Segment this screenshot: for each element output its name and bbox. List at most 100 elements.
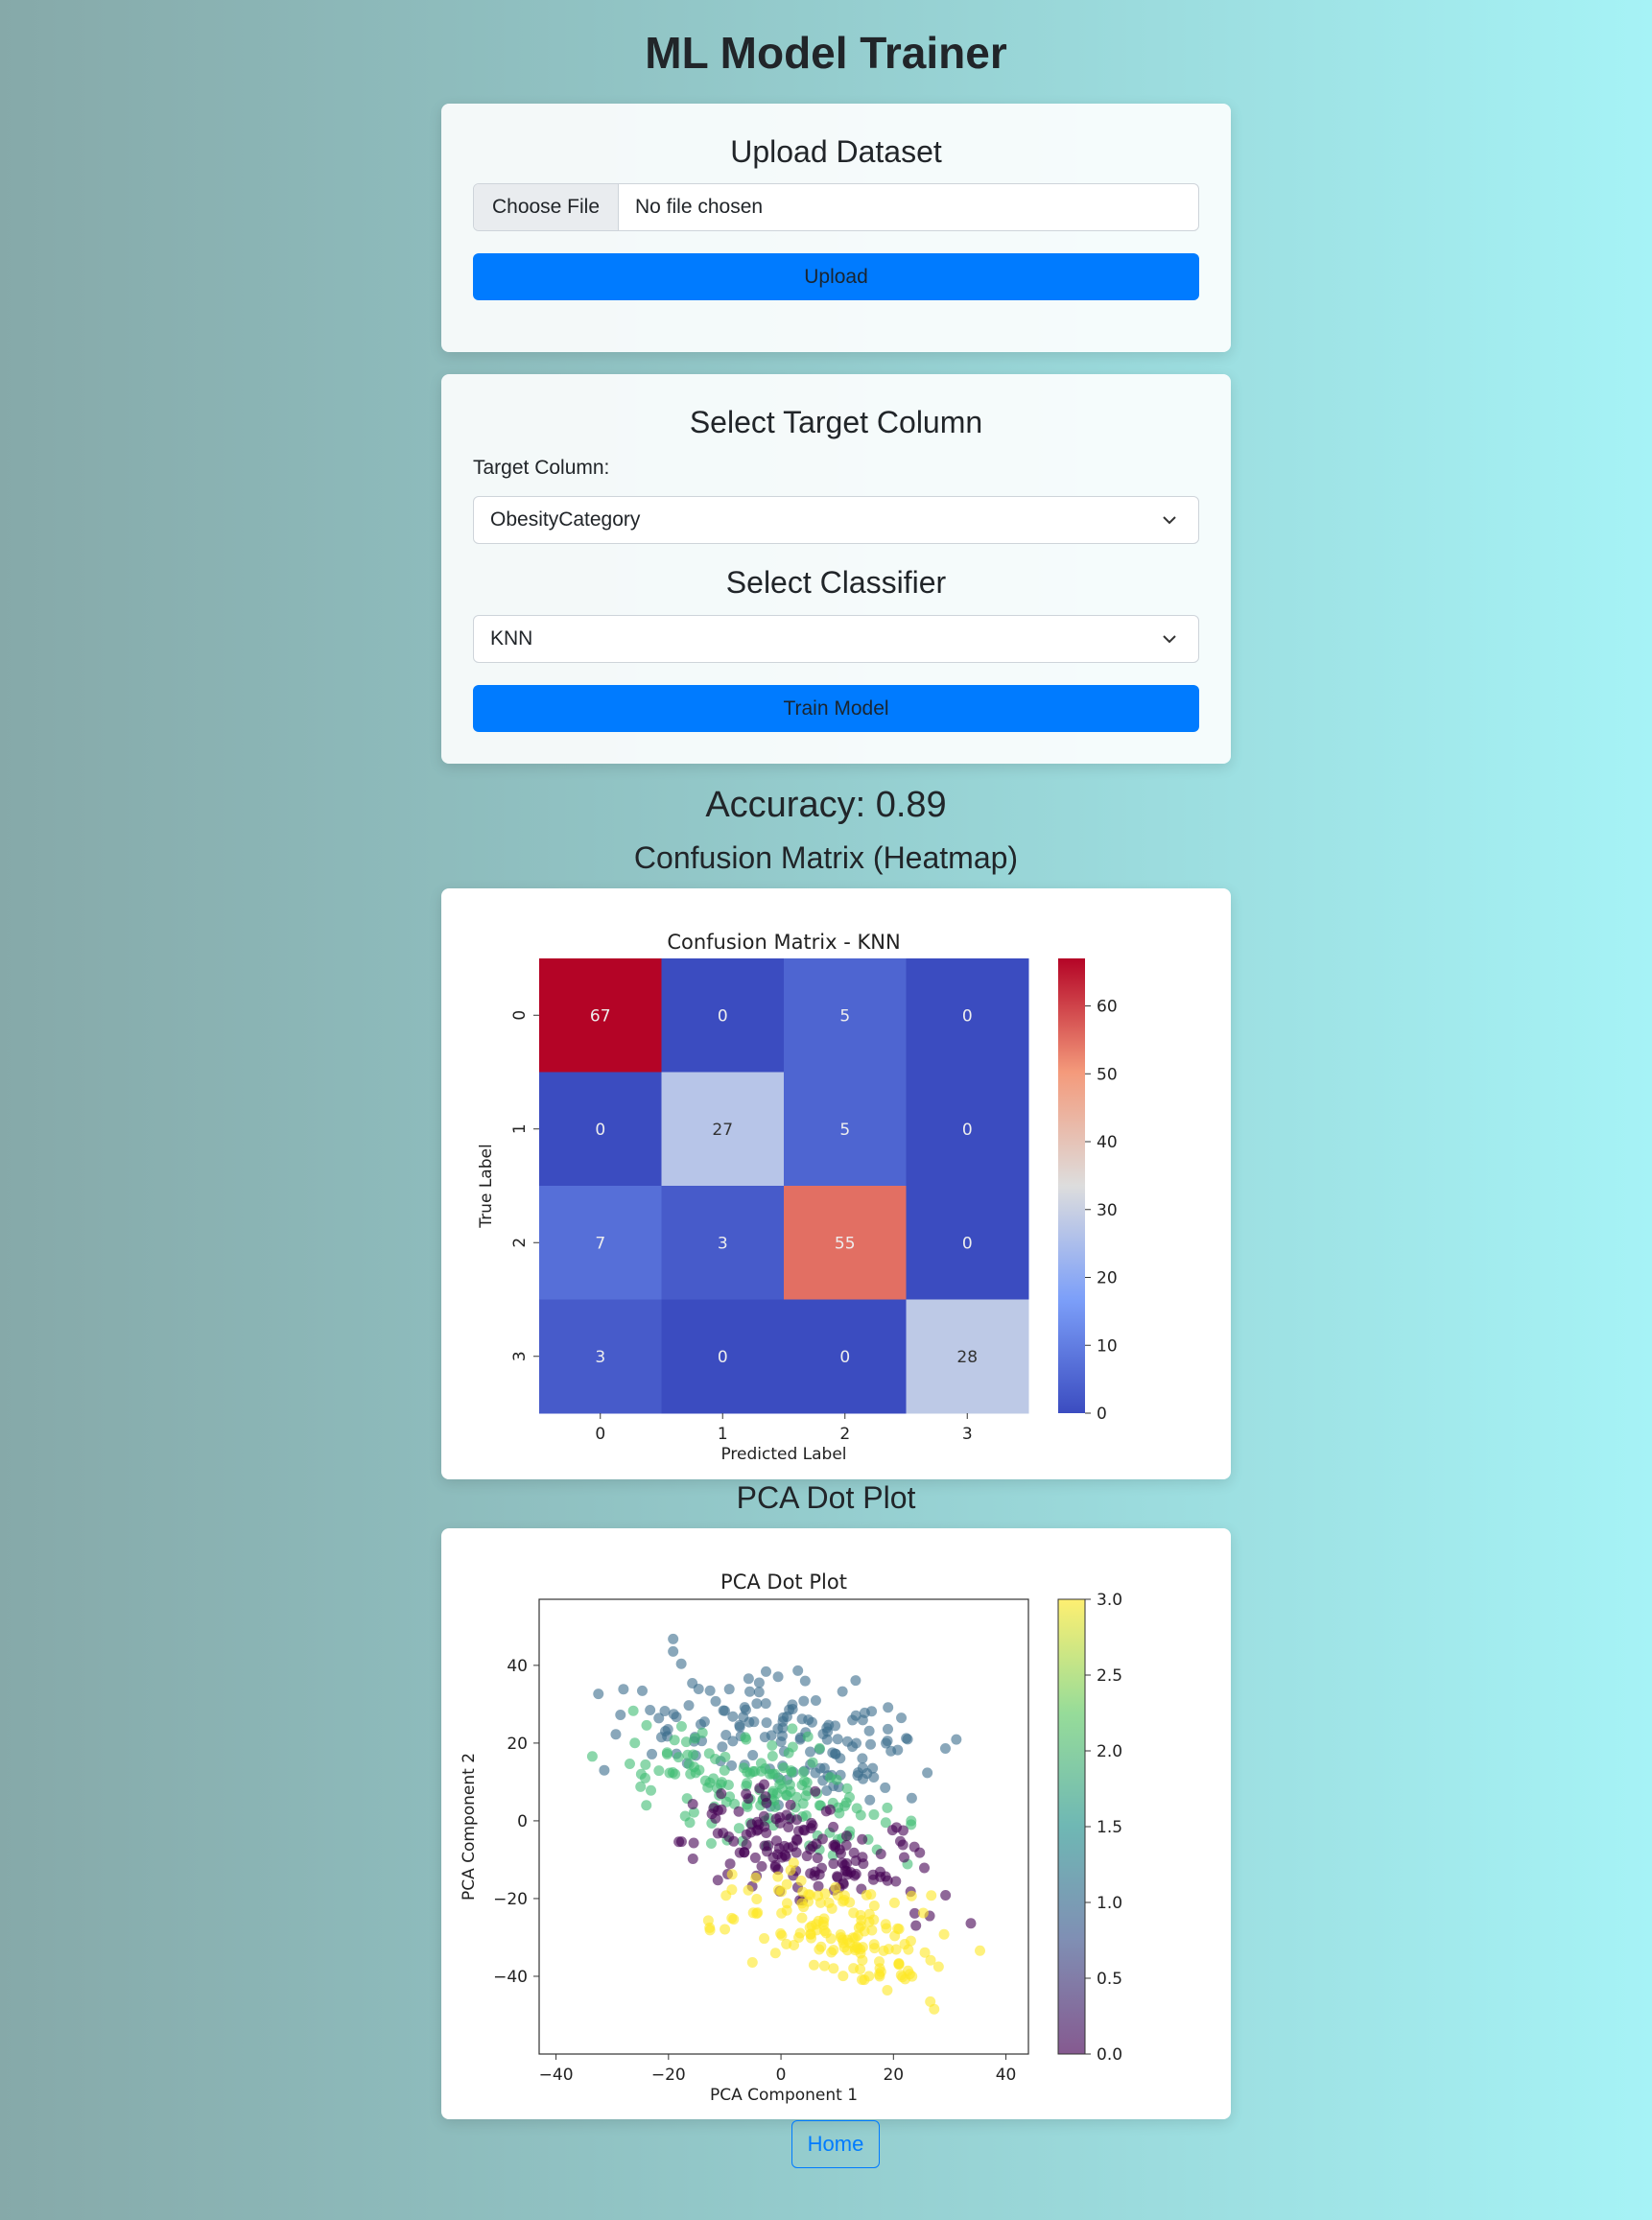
scatter-point [812,1853,823,1864]
home-button[interactable]: Home [791,2120,880,2168]
scatter-point [841,1736,853,1747]
scatter-point [830,1720,841,1732]
scatter-point [647,1748,658,1759]
heatmap-cell [906,1299,1029,1414]
y-axis-label: True Label [477,1144,496,1228]
scatter-point [599,1764,610,1776]
y-tick-label: 3 [510,1351,530,1361]
scatter-point [838,1942,850,1953]
target-column-select[interactable]: ObesityCategory [473,496,1199,544]
pca-heading: PCA Dot Plot [736,1480,916,1515]
scatter-point [852,1770,863,1782]
train-model-button[interactable]: Train Model [473,685,1199,732]
colorbar-tick-label: 0.0 [1097,2045,1122,2065]
scatter-point [733,1823,744,1834]
cell-value-label: 5 [839,1006,850,1026]
choose-file-button[interactable]: Choose File [474,184,619,230]
y-tick-label: 2 [510,1238,530,1248]
scatter-point [742,1778,753,1789]
cell-value-label: 0 [718,1348,728,1367]
scatter-point [760,1762,771,1774]
scatter-point [671,1712,682,1723]
scatter-point [738,1762,749,1774]
scatter-point [909,1907,920,1919]
scatter-point [774,1811,786,1823]
colorbar-tick-label: 50 [1097,1065,1118,1084]
scatter-point [855,1944,866,1955]
heatmap-cell [539,1186,662,1300]
scatter-point [767,1785,779,1797]
scatter-point [668,1645,679,1657]
scatter-point [724,1858,736,1870]
scatter-point [680,1736,692,1748]
scatter-point [781,1878,792,1890]
scatter-points [586,1633,985,2015]
scatter-point [880,1919,891,1930]
scatter-point [747,1750,759,1761]
scatter-point [695,1718,706,1730]
colorbar [1057,1598,1086,2055]
scatter-point [743,1673,754,1685]
upload-card: Upload Dataset Choose File No file chose… [441,104,1231,352]
scatter-point [868,1808,880,1820]
scatter-point [850,1868,861,1879]
heatmap-cell [906,1072,1029,1187]
scatter-point [932,1961,944,1972]
x-tick-label: 0 [595,1425,605,1444]
scatter-point [749,1852,761,1863]
scatter-point [791,1791,802,1803]
scatter-point [841,1783,853,1794]
scatter-point [798,1775,810,1786]
scatter-point [754,1783,766,1794]
colorbar-tick-label: 1.5 [1097,1818,1122,1837]
y-tick-label: 40 [507,1657,528,1676]
scatter-point [800,1809,812,1821]
scatter-point [800,1790,812,1802]
heatmap-cell [784,1299,907,1414]
scatter-point [673,1752,684,1763]
scatter-point [726,1912,738,1924]
scatter-point [690,1767,701,1779]
scatter-point [693,1683,704,1694]
scatter-point [720,1890,732,1901]
scatter-point [759,1732,770,1743]
scatter-point [863,1725,875,1736]
scatter-point [777,1715,789,1727]
colorbar-tick-label: 10 [1097,1336,1118,1356]
scatter-point [688,1807,699,1818]
scatter-point [797,1886,809,1898]
scatter-point [752,1824,764,1835]
scatter-point [828,1821,839,1832]
scatter-point [750,1872,762,1883]
scatter-point [795,1875,807,1886]
scatter-point [743,1793,754,1805]
file-input[interactable]: Choose File No file chosen [473,183,1199,231]
x-axis-label: Predicted Label [720,1445,846,1464]
scatter-point [675,1720,687,1732]
scatter-point [705,1837,717,1849]
scatter-point [722,1780,734,1791]
scatter-point [779,1840,791,1852]
colorbar-tick-label: 2.0 [1097,1742,1122,1761]
scatter-point [772,1871,784,1882]
scatter-point [880,1782,891,1793]
colorbar-tick-label: 30 [1097,1201,1118,1220]
chart-title: PCA Dot Plot [720,1571,847,1594]
upload-heading: Upload Dataset [730,134,942,169]
heatmap-cell [661,1299,785,1414]
scatter-point [805,1844,816,1855]
scatter-point [813,1880,824,1892]
classifier-value: KNN [490,627,533,649]
scatter-point [882,1985,893,1996]
scatter-point [857,1753,868,1764]
x-tick-label: 0 [776,2066,787,2085]
scatter-point [906,1890,917,1901]
scatter-point [741,1839,752,1851]
scatter-point [759,1933,770,1945]
scatter-point [763,1840,774,1852]
classifier-heading: Select Classifier [725,565,947,600]
classifier-select[interactable]: KNN [473,615,1199,663]
upload-button[interactable]: Upload [473,253,1199,300]
scatter-point [767,1768,778,1780]
heatmap-cell [539,1299,662,1414]
